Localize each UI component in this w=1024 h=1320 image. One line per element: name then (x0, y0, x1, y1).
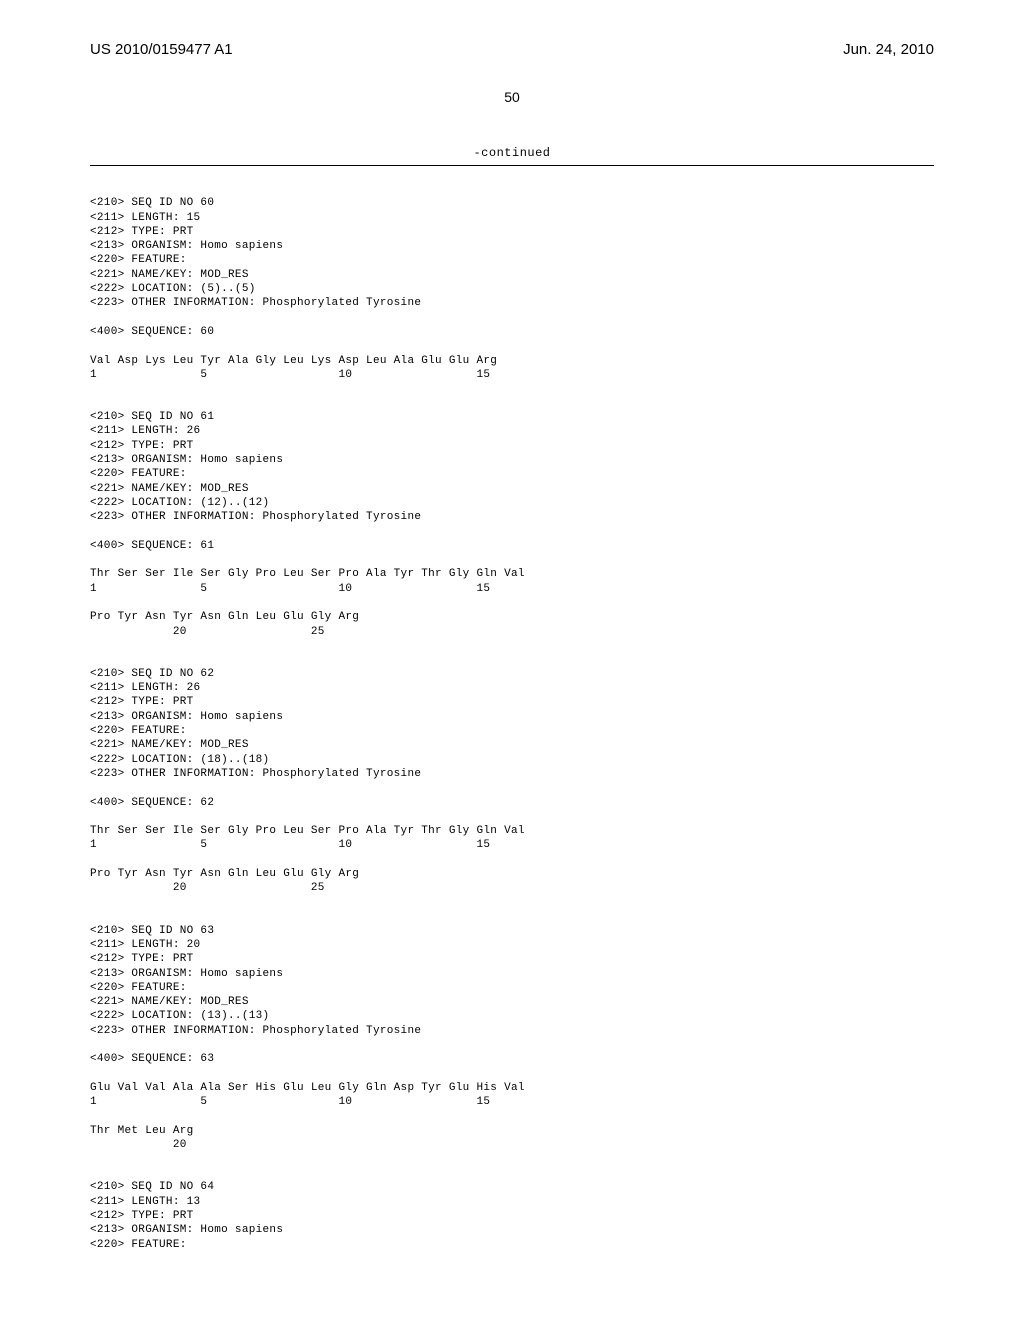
sequence-line (90, 853, 934, 867)
sequence-line: <400> SEQUENCE: 60 (90, 325, 934, 339)
sequence-block: <210> SEQ ID NO 64<211> LENGTH: 13<212> … (90, 1180, 934, 1251)
sequence-line: <220> FEATURE: (90, 253, 934, 267)
sequence-line: <213> ORGANISM: Homo sapiens (90, 453, 934, 467)
sequence-line: 20 25 (90, 625, 934, 639)
sequence-line: <400> SEQUENCE: 62 (90, 796, 934, 810)
sequence-line: <212> TYPE: PRT (90, 439, 934, 453)
sequence-line: <220> FEATURE: (90, 981, 934, 995)
sequence-line (90, 1110, 934, 1124)
sequence-line: Thr Ser Ser Ile Ser Gly Pro Leu Ser Pro … (90, 567, 934, 581)
sequence-line: <213> ORGANISM: Homo sapiens (90, 967, 934, 981)
page-number: 50 (90, 88, 934, 106)
sequence-line: Thr Met Leu Arg (90, 1124, 934, 1138)
sequence-line: <221> NAME/KEY: MOD_RES (90, 995, 934, 1009)
sequence-line: Pro Tyr Asn Tyr Asn Gln Leu Glu Gly Arg (90, 610, 934, 624)
sequence-line (90, 596, 934, 610)
sequence-line: <210> SEQ ID NO 64 (90, 1180, 934, 1194)
sequence-line: <212> TYPE: PRT (90, 1209, 934, 1223)
sequence-block: <210> SEQ ID NO 63<211> LENGTH: 20<212> … (90, 924, 934, 1153)
sequence-line: <213> ORGANISM: Homo sapiens (90, 239, 934, 253)
sequence-line: <221> NAME/KEY: MOD_RES (90, 268, 934, 282)
sequence-line: 1 5 10 15 (90, 368, 934, 382)
sequence-line: Val Asp Lys Leu Tyr Ala Gly Leu Lys Asp … (90, 354, 934, 368)
sequence-line: 1 5 10 15 (90, 838, 934, 852)
sequence-line: <223> OTHER INFORMATION: Phosphorylated … (90, 296, 934, 310)
sequence-line (90, 1067, 934, 1081)
publication-number: US 2010/0159477 A1 (90, 40, 233, 60)
sequence-line: Glu Val Val Ala Ala Ser His Glu Leu Gly … (90, 1081, 934, 1095)
horizontal-rule (90, 165, 934, 166)
page-header: US 2010/0159477 A1 Jun. 24, 2010 (90, 40, 934, 60)
sequence-line: <221> NAME/KEY: MOD_RES (90, 738, 934, 752)
sequence-line: Thr Ser Ser Ile Ser Gly Pro Leu Ser Pro … (90, 824, 934, 838)
sequence-listing: <210> SEQ ID NO 60<211> LENGTH: 15<212> … (90, 196, 934, 1252)
sequence-line: <211> LENGTH: 26 (90, 424, 934, 438)
continued-label: -continued (90, 146, 934, 162)
sequence-line: <212> TYPE: PRT (90, 695, 934, 709)
sequence-line: <210> SEQ ID NO 60 (90, 196, 934, 210)
sequence-line: <211> LENGTH: 13 (90, 1195, 934, 1209)
sequence-line (90, 1038, 934, 1052)
sequence-line: <223> OTHER INFORMATION: Phosphorylated … (90, 1024, 934, 1038)
sequence-line (90, 339, 934, 353)
sequence-line: <222> LOCATION: (18)..(18) (90, 753, 934, 767)
sequence-line: <222> LOCATION: (13)..(13) (90, 1009, 934, 1023)
sequence-line: <210> SEQ ID NO 62 (90, 667, 934, 681)
sequence-line: <400> SEQUENCE: 63 (90, 1052, 934, 1066)
sequence-line: <221> NAME/KEY: MOD_RES (90, 482, 934, 496)
sequence-line: 1 5 10 15 (90, 582, 934, 596)
sequence-line: <220> FEATURE: (90, 724, 934, 738)
sequence-line: 20 (90, 1138, 934, 1152)
publication-date: Jun. 24, 2010 (843, 40, 934, 60)
sequence-line (90, 311, 934, 325)
sequence-line: <211> LENGTH: 26 (90, 681, 934, 695)
sequence-block: <210> SEQ ID NO 60<211> LENGTH: 15<212> … (90, 196, 934, 382)
sequence-line: <222> LOCATION: (5)..(5) (90, 282, 934, 296)
sequence-line: <213> ORGANISM: Homo sapiens (90, 1223, 934, 1237)
sequence-line: Pro Tyr Asn Tyr Asn Gln Leu Glu Gly Arg (90, 867, 934, 881)
sequence-line: <210> SEQ ID NO 61 (90, 410, 934, 424)
sequence-line: <220> FEATURE: (90, 1238, 934, 1252)
sequence-line: <220> FEATURE: (90, 467, 934, 481)
sequence-line: <212> TYPE: PRT (90, 952, 934, 966)
sequence-block: <210> SEQ ID NO 62<211> LENGTH: 26<212> … (90, 667, 934, 896)
sequence-line: 1 5 10 15 (90, 1095, 934, 1109)
sequence-block: <210> SEQ ID NO 61<211> LENGTH: 26<212> … (90, 410, 934, 639)
sequence-line: <400> SEQUENCE: 61 (90, 539, 934, 553)
sequence-line: <213> ORGANISM: Homo sapiens (90, 710, 934, 724)
sequence-line (90, 810, 934, 824)
sequence-line: <210> SEQ ID NO 63 (90, 924, 934, 938)
sequence-line (90, 781, 934, 795)
sequence-line: <211> LENGTH: 20 (90, 938, 934, 952)
sequence-line (90, 525, 934, 539)
sequence-line: <223> OTHER INFORMATION: Phosphorylated … (90, 767, 934, 781)
sequence-line (90, 553, 934, 567)
sequence-line: <211> LENGTH: 15 (90, 211, 934, 225)
sequence-line: 20 25 (90, 881, 934, 895)
sequence-line: <222> LOCATION: (12)..(12) (90, 496, 934, 510)
sequence-line: <223> OTHER INFORMATION: Phosphorylated … (90, 510, 934, 524)
sequence-line: <212> TYPE: PRT (90, 225, 934, 239)
